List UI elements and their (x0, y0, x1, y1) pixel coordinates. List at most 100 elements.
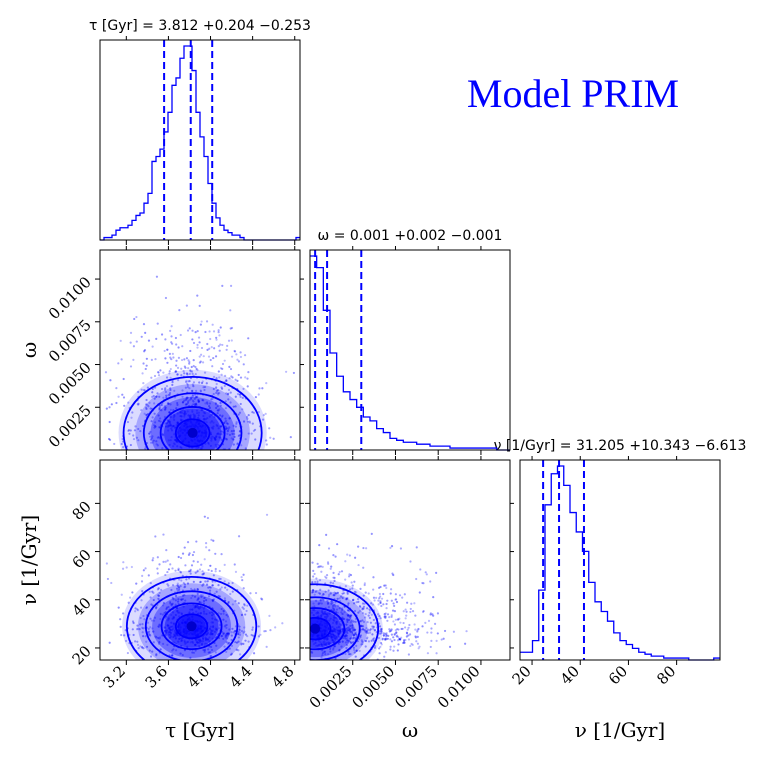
scatter-point (155, 395, 158, 398)
scatter-point (252, 411, 256, 414)
density-level (310, 589, 368, 660)
scatter-point (418, 591, 421, 594)
scatter-point (218, 414, 222, 417)
scatter-point (195, 389, 198, 392)
scatter-point (386, 619, 389, 622)
scatter-point (209, 586, 212, 589)
scatter-point (354, 628, 357, 631)
scatter-point (317, 639, 321, 642)
scatter-point (240, 444, 243, 447)
scatter-point (211, 598, 214, 602)
scatter-point (334, 592, 337, 595)
scatter-point (163, 611, 166, 615)
scatter-point (207, 355, 211, 358)
scatter-point (211, 599, 215, 603)
scatter-point (240, 576, 243, 579)
scatter-point (347, 639, 350, 642)
scatter-point (188, 611, 191, 614)
scatter-point (218, 595, 222, 598)
scatter-point (331, 629, 334, 633)
scatter-point (166, 624, 169, 627)
scatter-point (189, 414, 192, 417)
scatter-point (361, 608, 364, 611)
scatter-point (143, 618, 146, 621)
scatter-point (166, 643, 169, 647)
scatter-point (174, 599, 177, 602)
scatter-point (227, 427, 230, 430)
scatter-point (425, 573, 428, 576)
scatter-point (174, 603, 177, 606)
scatter-point (243, 604, 246, 607)
scatter-point (189, 568, 192, 571)
scatter-point (193, 588, 196, 591)
hist-bar-nu (626, 644, 632, 660)
scatter-point (196, 588, 200, 591)
scatter-point (244, 447, 247, 450)
scatter-point (313, 593, 316, 596)
scatter-point (257, 411, 260, 414)
scatter-point (179, 571, 183, 574)
scatter-point (219, 404, 222, 407)
scatter-point (226, 429, 230, 432)
scatter-point (435, 571, 438, 575)
scatter-point (264, 412, 267, 415)
scatter-point (320, 642, 323, 646)
scatter-point (316, 562, 319, 565)
scatter-point (208, 589, 212, 592)
scatter-point (414, 636, 418, 639)
scatter-point (443, 629, 447, 633)
scatter-point (219, 577, 222, 581)
scatter-point (219, 367, 223, 370)
scatter-point (162, 371, 165, 374)
scatter-point (332, 641, 335, 644)
scatter-point (354, 556, 357, 559)
scatter-point (380, 643, 383, 646)
scatter-point (334, 616, 338, 619)
scatter-point (367, 592, 370, 595)
scatter-point (230, 634, 233, 637)
hist-panel-omega (310, 250, 510, 451)
scatter-point (213, 415, 216, 419)
scatter-point (180, 415, 183, 418)
scatter-point (316, 581, 319, 584)
scatter-point (108, 406, 111, 409)
scatter-point (127, 401, 130, 404)
scatter-point (337, 632, 340, 636)
scatter-point (318, 662, 320, 664)
scatter-point (176, 610, 179, 613)
scatter-point (385, 586, 388, 590)
scatter-point (149, 430, 152, 433)
scatter-point (210, 426, 214, 429)
scatter-point (172, 641, 175, 644)
scatter-point (324, 590, 327, 593)
scatter-point (341, 628, 344, 631)
scatter-point (316, 566, 320, 569)
scatter-point (208, 347, 211, 350)
scatter-point (206, 417, 209, 420)
scatter-point (199, 447, 202, 450)
scatter-point (185, 578, 188, 581)
scatter-point (223, 421, 226, 425)
scatter-point (155, 440, 158, 443)
scatter-point (237, 602, 240, 605)
scatter-point (335, 608, 339, 611)
scatter-point (158, 563, 161, 566)
scatter-point (128, 432, 131, 435)
scatter-point (204, 642, 207, 645)
scatter-point (362, 607, 365, 610)
scatter-point (334, 592, 338, 595)
scatter-point (184, 403, 188, 406)
scatter-point (325, 638, 329, 641)
scatter-point (330, 630, 333, 633)
scatter-point (196, 446, 200, 449)
scatter-point (228, 426, 231, 429)
scatter-point (229, 391, 232, 394)
scatter-point (201, 573, 204, 576)
scatter-point (157, 414, 160, 417)
scatter-point (352, 627, 356, 631)
scatter-point (158, 426, 161, 429)
scatter-point (403, 641, 406, 644)
scatter-point (326, 602, 330, 606)
scatter-point (139, 616, 142, 620)
scatter-point (212, 375, 216, 378)
